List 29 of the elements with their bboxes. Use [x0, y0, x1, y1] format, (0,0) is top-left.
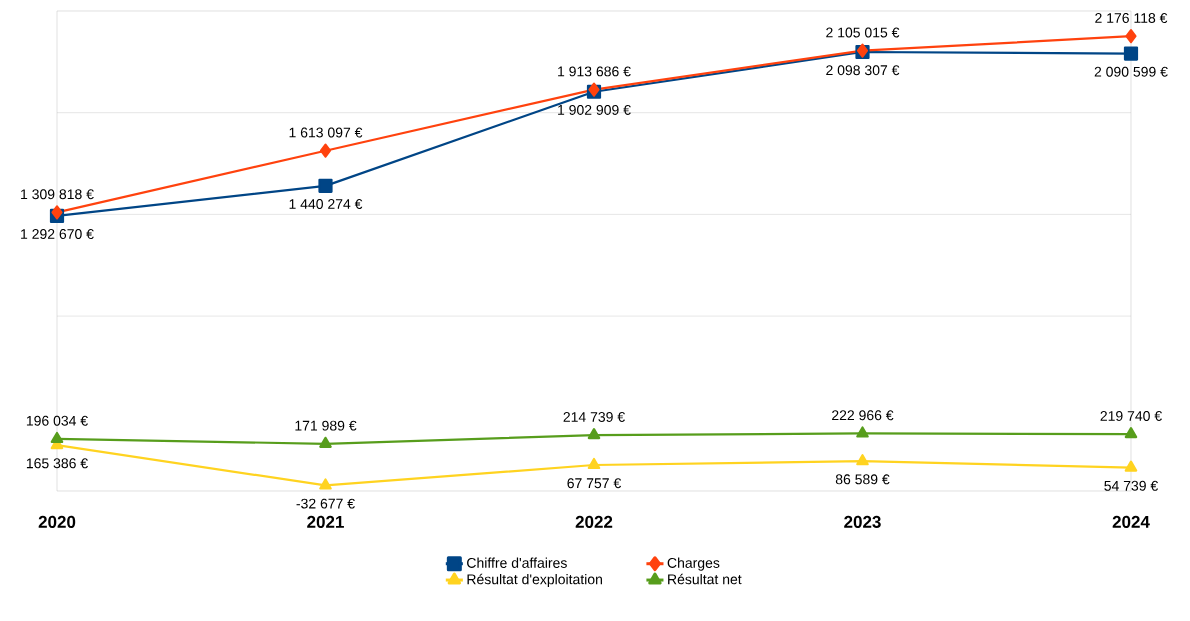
- data-label: 171 989 €: [295, 420, 357, 431]
- data-label: 1 913 686 €: [558, 66, 631, 77]
- data-label: 1 309 818 €: [21, 189, 94, 200]
- data-label: 1 613 097 €: [289, 127, 363, 138]
- x-tick-label: 2020: [38, 515, 76, 528]
- x-tick-label: 2021: [307, 515, 344, 528]
- legend-label: Résultat d'exploitation: [467, 573, 602, 588]
- data-label: 196 034 €: [26, 415, 88, 426]
- data-label: 2 105 015 €: [826, 27, 900, 38]
- legend-label: Chiffre d'affaires: [467, 557, 567, 568]
- data-label: 214 739 €: [563, 412, 625, 422]
- data-label: 54 739 €: [1104, 480, 1159, 491]
- data-label: 1 440 274 €: [289, 199, 363, 209]
- data-label: 1 902 909 €: [558, 104, 631, 115]
- data-label: -32 677 €: [296, 498, 355, 509]
- x-tick-label: 2024: [1112, 515, 1150, 528]
- x-tick-label: 2022: [575, 515, 613, 528]
- data-label: 1 292 670 €: [21, 229, 94, 239]
- legend-label: Charges: [667, 557, 720, 571]
- data-label: 165 386 €: [26, 458, 88, 469]
- data-label: 2 176 118 €: [1095, 13, 1168, 23]
- x-tick-label: 2023: [844, 515, 881, 528]
- data-label: 2 098 307 €: [826, 65, 900, 76]
- data-label: 67 757 €: [567, 478, 622, 489]
- legend-label: Résultat net: [668, 573, 742, 585]
- data-label: 222 966 €: [832, 410, 894, 421]
- data-label: 219 740 €: [1100, 410, 1162, 421]
- data-label: 2 090 599 €: [1094, 66, 1168, 77]
- data-label: 86 589 €: [835, 474, 890, 485]
